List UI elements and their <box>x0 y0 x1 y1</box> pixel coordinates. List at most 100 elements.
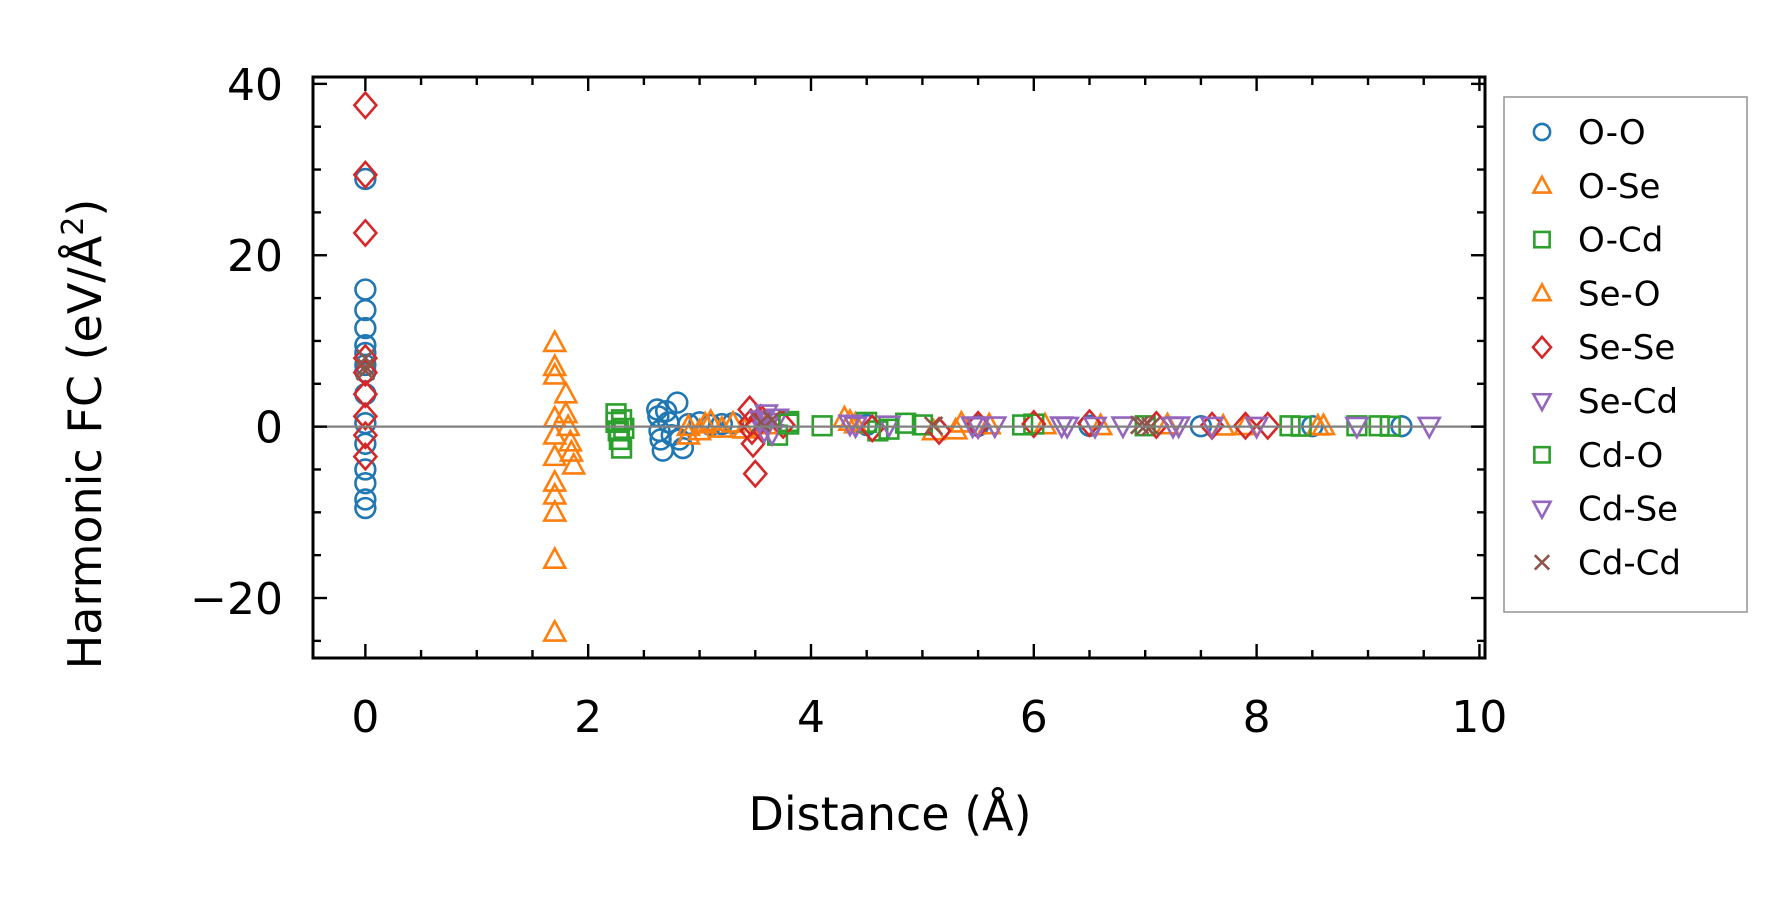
legend-marker <box>1533 445 1551 464</box>
legend-label: O-Se <box>1578 167 1660 207</box>
data-point <box>878 418 900 440</box>
data-point <box>1305 412 1331 436</box>
series-cd-o <box>610 409 1312 440</box>
data-point <box>352 420 379 450</box>
data-point <box>354 298 377 322</box>
data-point <box>354 316 377 340</box>
x-tick-label: 0 <box>351 692 379 743</box>
data-point <box>1088 412 1114 436</box>
series-o-se <box>542 328 1337 642</box>
data-point <box>542 498 568 522</box>
data-point <box>354 278 377 301</box>
legend-label: Cd-Cd <box>1578 543 1681 583</box>
data-point <box>837 407 863 432</box>
data-point <box>352 218 379 248</box>
data-point <box>720 409 746 433</box>
data-point <box>675 421 702 445</box>
legend-marker <box>1531 334 1553 360</box>
data-point <box>352 160 379 190</box>
y-tick-label: 0 <box>255 403 283 454</box>
data-point <box>355 361 376 381</box>
legend-label: Se-Cd <box>1578 382 1678 422</box>
legend-label: O-O <box>1578 113 1646 153</box>
data-point <box>553 380 579 404</box>
data-point <box>542 618 568 642</box>
data-point <box>354 353 377 377</box>
data-point <box>740 429 766 459</box>
x-tick-label: 4 <box>797 692 825 743</box>
legend-label: O-Cd <box>1578 221 1663 261</box>
y-axis-label-end: ) <box>58 199 112 217</box>
data-point <box>748 410 774 434</box>
data-point <box>542 545 568 570</box>
data-point <box>542 361 568 385</box>
data-point <box>354 496 377 520</box>
data-point <box>352 90 379 120</box>
data-point <box>352 358 379 388</box>
data-point <box>751 421 777 445</box>
x-tick-label: 10 <box>1451 692 1507 743</box>
data-point <box>542 328 568 353</box>
data-point <box>542 442 568 467</box>
y-axis-label-superscript: 2 <box>56 217 91 236</box>
y-axis-label-main: Harmonic FC (eV/Å <box>58 235 112 669</box>
data-point <box>1021 409 1047 439</box>
data-point <box>1012 414 1034 436</box>
data-point <box>613 417 635 439</box>
data-point <box>561 451 587 475</box>
data-point <box>698 407 724 432</box>
data-point <box>542 352 568 377</box>
legend-marker <box>1531 392 1553 413</box>
legend-label: Se-O <box>1578 274 1660 314</box>
legend-marker <box>1531 174 1553 194</box>
legend-label: Cd-O <box>1578 436 1663 476</box>
data-point <box>354 458 377 481</box>
data-point <box>976 411 1002 435</box>
data-point <box>742 459 769 489</box>
data-point <box>542 468 568 492</box>
legend-marker <box>1532 122 1552 142</box>
series-o-o <box>354 167 1413 520</box>
data-point <box>837 414 863 438</box>
data-point <box>354 471 377 495</box>
x-axis-label: Distance (Å) <box>748 787 1031 841</box>
y-tick-label: 20 <box>227 231 283 282</box>
data-point <box>751 412 771 433</box>
data-point <box>666 391 689 414</box>
plot-frame <box>311 75 1487 660</box>
data-point <box>1232 411 1259 441</box>
data-point <box>842 410 869 434</box>
tick-labels: 0 2 4 6 8 10 −20 0 20 40 <box>190 60 1507 743</box>
data-point <box>354 488 377 511</box>
data-point <box>671 436 695 460</box>
data-point <box>354 432 377 455</box>
legend: O-O O-Se O-Cd Se-O Se-Se Se-Cd Cd-O Cd-Se Cd-Cd <box>1503 96 1748 613</box>
y-axis-label: Harmonic FC (eV/Å2) <box>56 199 112 670</box>
legend-marker <box>1533 230 1551 249</box>
legend-label: Cd-Se <box>1578 490 1678 530</box>
y-tick-label: 40 <box>227 60 283 111</box>
data-point <box>943 416 969 440</box>
data-point <box>1255 411 1281 441</box>
data-point <box>557 428 583 452</box>
legend-label: Se-Se <box>1578 328 1675 368</box>
axes <box>311 75 1487 660</box>
data-point <box>675 412 702 437</box>
data-point <box>352 401 379 431</box>
x-tick-label: 2 <box>574 692 602 743</box>
legend-marker <box>1533 554 1551 571</box>
data-point <box>1032 411 1058 435</box>
data-point <box>352 441 379 472</box>
data-point <box>778 413 800 435</box>
x-tick-label: 8 <box>1243 692 1271 743</box>
x-tick-label: 6 <box>1020 692 1048 743</box>
plot-marks <box>352 90 1442 642</box>
data-point <box>355 356 376 377</box>
y-tick-label: −20 <box>190 574 283 625</box>
data-point <box>692 410 718 434</box>
data-point <box>731 415 757 439</box>
legend-marker <box>1531 500 1553 521</box>
data-point <box>352 379 379 409</box>
legend-marker <box>1531 281 1553 302</box>
